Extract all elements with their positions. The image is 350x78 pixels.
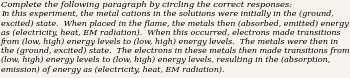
Text: Complete the following paragraph by circling the correct responses:: Complete the following paragraph by circ… [1, 1, 292, 9]
Text: In this experiment, the metal cations in the solutions were initially in the (gr: In this experiment, the metal cations in… [1, 10, 349, 74]
